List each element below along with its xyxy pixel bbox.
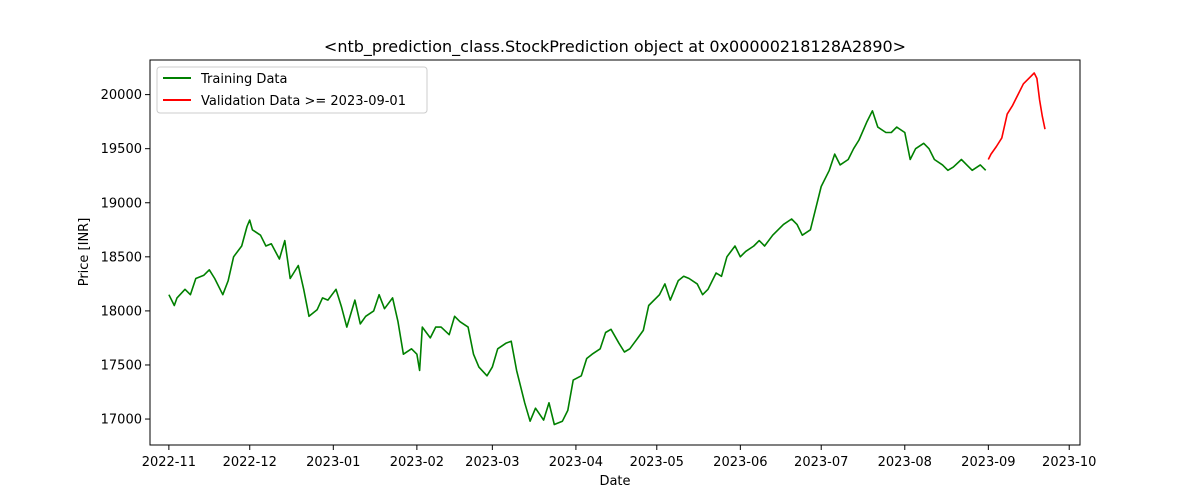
plot-area-frame xyxy=(149,59,1081,446)
y-axis-label: Price [INR] xyxy=(77,218,92,287)
x-tick-label: 2023-03 xyxy=(465,455,519,470)
y-tick-label: 17000 xyxy=(101,413,142,428)
legend-box xyxy=(156,66,428,114)
x-axis-label: Date xyxy=(599,474,630,489)
chart-title: <ntb_prediction_class.StockPrediction ob… xyxy=(324,37,906,57)
y-tick-label: 19000 xyxy=(101,196,142,211)
series-layer xyxy=(168,72,1046,426)
x-tick-label: 2022-11 xyxy=(142,455,196,470)
validation-data-line xyxy=(987,72,1046,160)
x-tick-label: 2022-12 xyxy=(223,455,277,470)
y-tick-label: 17500 xyxy=(101,358,142,373)
x-axis-ticks: 2022-11 2022-12 2023-01 2023-02 2023-03 2023-… xyxy=(142,445,1096,470)
x-tick-label: 2023-09 xyxy=(961,455,1015,470)
x-tick-label: 2023-08 xyxy=(878,455,932,470)
y-tick-label: 20000 xyxy=(101,88,142,103)
x-tick-label: 2023-06 xyxy=(713,455,767,470)
x-tick-label: 2023-10 xyxy=(1042,455,1096,470)
x-tick-label: 2023-07 xyxy=(794,455,848,470)
x-tick-label: 2023-05 xyxy=(630,455,684,470)
x-tick-label: 2023-01 xyxy=(306,455,360,470)
x-tick-label: 2023-02 xyxy=(390,455,444,470)
training-data-line xyxy=(168,110,987,426)
y-tick-label: 19500 xyxy=(101,142,142,157)
x-tick-label: 2023-04 xyxy=(549,455,603,470)
legend: Training Data Validation Data >= 2023-09… xyxy=(156,66,428,114)
legend-label-training: Training Data xyxy=(200,72,287,87)
y-axis-ticks: 17000 17500 18000 18500 19000 19500 20000 xyxy=(101,88,150,428)
y-tick-label: 18000 xyxy=(101,304,142,319)
y-tick-label: 18500 xyxy=(101,250,142,265)
legend-label-validation: Validation Data >= 2023-09-01 xyxy=(201,94,406,109)
